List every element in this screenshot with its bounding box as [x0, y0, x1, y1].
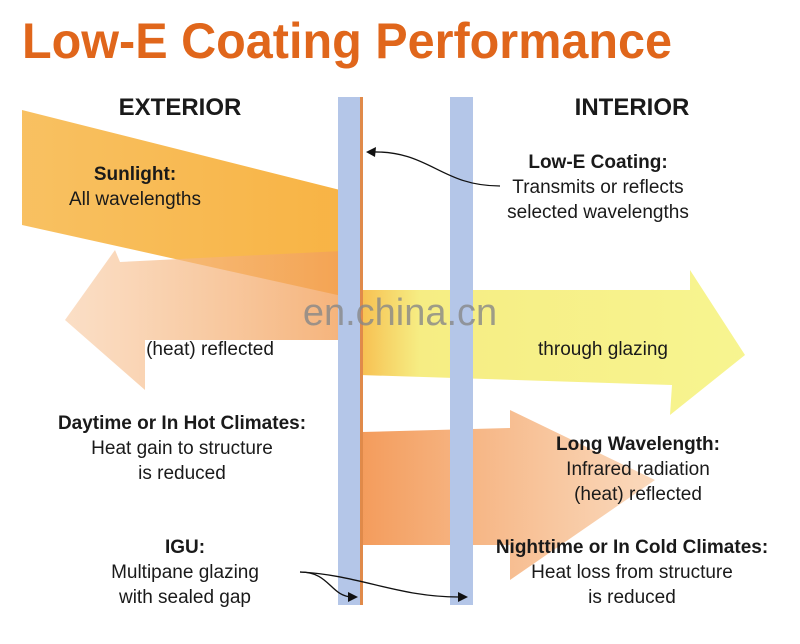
- side-label: EXTERIOR: [119, 94, 242, 121]
- callout-line: Infrared radiation: [566, 459, 710, 480]
- callout-line: is reduced: [588, 587, 676, 608]
- callout-line: Multipane glazing: [111, 562, 259, 583]
- heat-loss-arrow: [362, 410, 655, 580]
- callout-line: Heat loss from structure: [531, 562, 733, 583]
- callout-line: selected wavelengths: [507, 202, 689, 223]
- title: Low-E Coating Performance: [22, 13, 672, 69]
- inner-pane: [450, 97, 473, 605]
- callouts: Sunlight: All wavelengths Low-E Coating: Tr…: [58, 152, 768, 608]
- callout-line: All wavelengths: [69, 189, 201, 210]
- callout-heading: IGU:: [165, 537, 205, 558]
- callout-heading: Long Wavelength:: [556, 434, 720, 455]
- callout-heading: Sunlight:: [94, 164, 176, 185]
- reflected-arrow: [65, 250, 362, 390]
- callout-line: Transmits or reflects: [512, 177, 683, 198]
- callout-line: Heat gain to structure: [91, 438, 273, 459]
- callout-line: is reduced: [138, 463, 226, 484]
- pointer: [369, 151, 501, 187]
- pointer-head: [366, 147, 376, 157]
- callout-heading: Low-E Coating:: [528, 152, 667, 173]
- outer-pane: [338, 97, 360, 605]
- sunlight-arrow: [22, 110, 745, 415]
- pointer: [299, 571, 463, 598]
- pointer-head: [348, 592, 358, 602]
- label: (heat) reflected: [146, 339, 274, 360]
- label: through glazing: [538, 339, 668, 360]
- low-e-coating: [360, 97, 363, 605]
- side-label: INTERIOR: [575, 94, 690, 121]
- pointer-head: [458, 592, 468, 602]
- callout-heading: Daytime or In Hot Climates:: [58, 413, 306, 434]
- callout-line: with sealed gap: [118, 587, 251, 608]
- callout-line: (heat) reflected: [574, 484, 702, 505]
- watermark: en.china.cn: [303, 292, 497, 334]
- callout-heading: Nighttime or In Cold Climates:: [496, 537, 768, 558]
